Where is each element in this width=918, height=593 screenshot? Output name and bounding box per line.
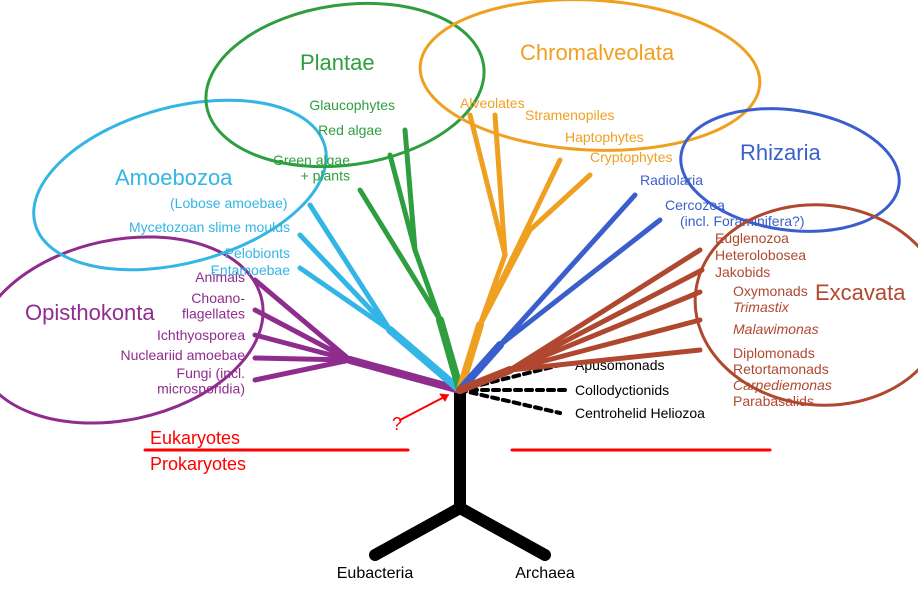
label: Centrohelid Heliozoa: [575, 405, 705, 421]
label: ?: [392, 414, 402, 434]
label: Chromalveolata: [520, 40, 675, 65]
label: (incl. Foraminifera?): [680, 213, 804, 229]
label: Ichthyosporea: [157, 327, 245, 343]
label: Green algae+ plants: [273, 152, 350, 183]
label: Haptophytes: [565, 129, 644, 145]
label: Red algae: [318, 122, 382, 138]
phylogeny-diagram: EukaryotesProkaryotesEubacteriaArchaeaAp…: [0, 0, 918, 593]
label: Archaea: [515, 565, 575, 582]
label: Glaucophytes: [309, 97, 395, 113]
label: (Lobose amoebae): [170, 195, 288, 211]
label: Euglenozoa: [715, 230, 789, 246]
label: Eubacteria: [337, 565, 414, 582]
label: Cryptophytes: [590, 149, 672, 165]
label: Parabasalids: [733, 393, 814, 409]
label: Diplomonads: [733, 345, 815, 361]
label: Oxymonads: [733, 283, 808, 299]
label: Choano-flagellates: [182, 290, 245, 321]
label: Opisthokonta: [25, 300, 155, 325]
label: Amoebozoa: [115, 165, 233, 190]
label: Retortamonads: [733, 361, 829, 377]
label: Fungi (incl.microsporidia): [157, 365, 245, 396]
label: Rhizaria: [740, 140, 821, 165]
label: Trimastix: [733, 299, 790, 315]
label: Plantae: [300, 50, 375, 75]
label: Radiolaria: [640, 172, 703, 188]
label: Eukaryotes: [150, 428, 240, 448]
label: Cercozoa: [665, 197, 725, 213]
label: Prokaryotes: [150, 454, 246, 474]
label: Malawimonas: [733, 321, 819, 337]
label: Nucleariid amoebae: [120, 347, 245, 363]
label: Excavata: [815, 280, 906, 305]
label: Carpediemonas: [733, 377, 832, 393]
label: Stramenopiles: [525, 107, 615, 123]
label: Collodyctionids: [575, 382, 669, 398]
label: Heterolobosea: [715, 247, 806, 263]
label: Jakobids: [715, 264, 770, 280]
label: Pelobionts: [225, 245, 290, 261]
label: Alveolates: [460, 95, 525, 111]
label: Mycetozoan slime moulds: [129, 219, 290, 235]
label: Entamoebae: [211, 262, 291, 278]
